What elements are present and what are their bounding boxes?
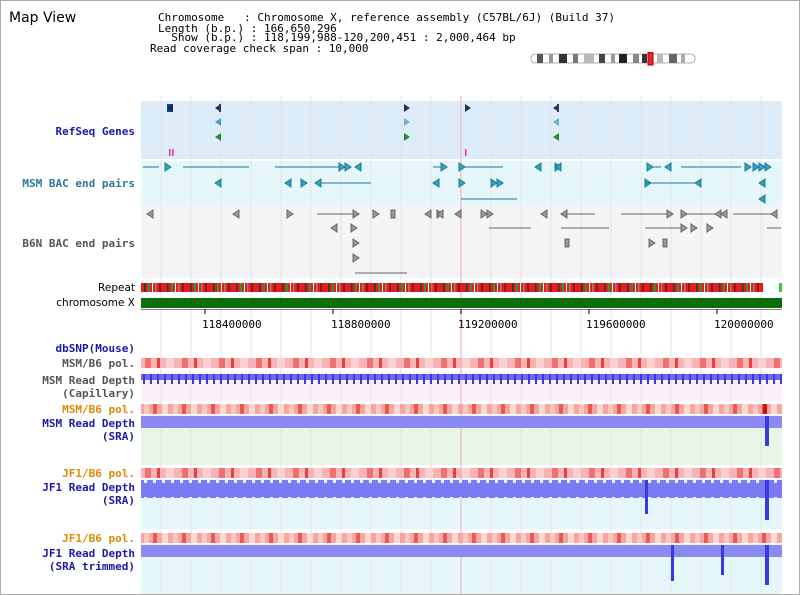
b6n-bac-track[interactable]	[141, 207, 782, 279]
track-label-msm-bac[interactable]: MSM BAC end pairs	[22, 177, 135, 190]
track-label-jf1-b6-pol-trimmed[interactable]: JF1/B6 pol.	[62, 532, 135, 545]
msm-bac-track[interactable]	[141, 161, 782, 207]
track-label-jf1-depth-sra[interactable]: JF1 Read Depth (SRA)	[42, 481, 135, 507]
track-label-msm-b6-pol[interactable]: MSM/B6 pol.	[62, 357, 135, 370]
track-label-repeat[interactable]: Repeat	[98, 282, 135, 294]
scale-tick-label: 118400000	[202, 318, 262, 331]
grid-lines	[160, 96, 762, 594]
window-title: Map View	[9, 10, 77, 26]
track-label-dbsnp[interactable]: dbSNP(Mouse)	[55, 342, 135, 355]
track-label-b6n-bac[interactable]: B6N BAC end pairs	[22, 237, 135, 250]
chromosome-info: Chromosome : Chromosome X, reference ass…	[158, 11, 615, 24]
scale-ruler	[141, 309, 782, 314]
track-label-jf1-depth-trimmed[interactable]: JF1 Read Depth (SRA trimmed)	[42, 547, 135, 573]
chromosome-ideogram[interactable]	[529, 52, 699, 66]
track-label-jf1-b6-pol[interactable]: JF1/B6 pol.	[62, 467, 135, 480]
scale-tick-label: 118800000	[331, 318, 391, 331]
refseq-gene-track[interactable]	[141, 101, 782, 161]
length-info: Length (b.p.) : 166,650,296	[158, 22, 337, 35]
track-label-msm-depth-capillary[interactable]: MSM Read Depth (Capillary)	[42, 374, 135, 400]
repeat-chromosome-bars[interactable]	[141, 283, 782, 309]
scale-tick-label: 120000000	[714, 318, 774, 331]
polymorphism-tracks[interactable]	[141, 357, 782, 594]
track-label-refseq[interactable]: RefSeq Genes	[55, 125, 135, 138]
track-label-msm-depth-sra[interactable]: MSM Read Depth (SRA)	[42, 417, 135, 443]
track-label-chromosome[interactable]: chromosome X	[56, 297, 135, 309]
show-range-info: Show (b.p.) : 118,199,988-120,200,451 : …	[158, 31, 516, 44]
scale-tick-label: 119200000	[458, 318, 518, 331]
track-label-msm-b6-pol-sra[interactable]: MSM/B6 pol.	[62, 403, 135, 416]
scale-tick-label: 119600000	[586, 318, 646, 331]
coverage-span-info: Read coverage check span : 10,000	[150, 42, 369, 55]
